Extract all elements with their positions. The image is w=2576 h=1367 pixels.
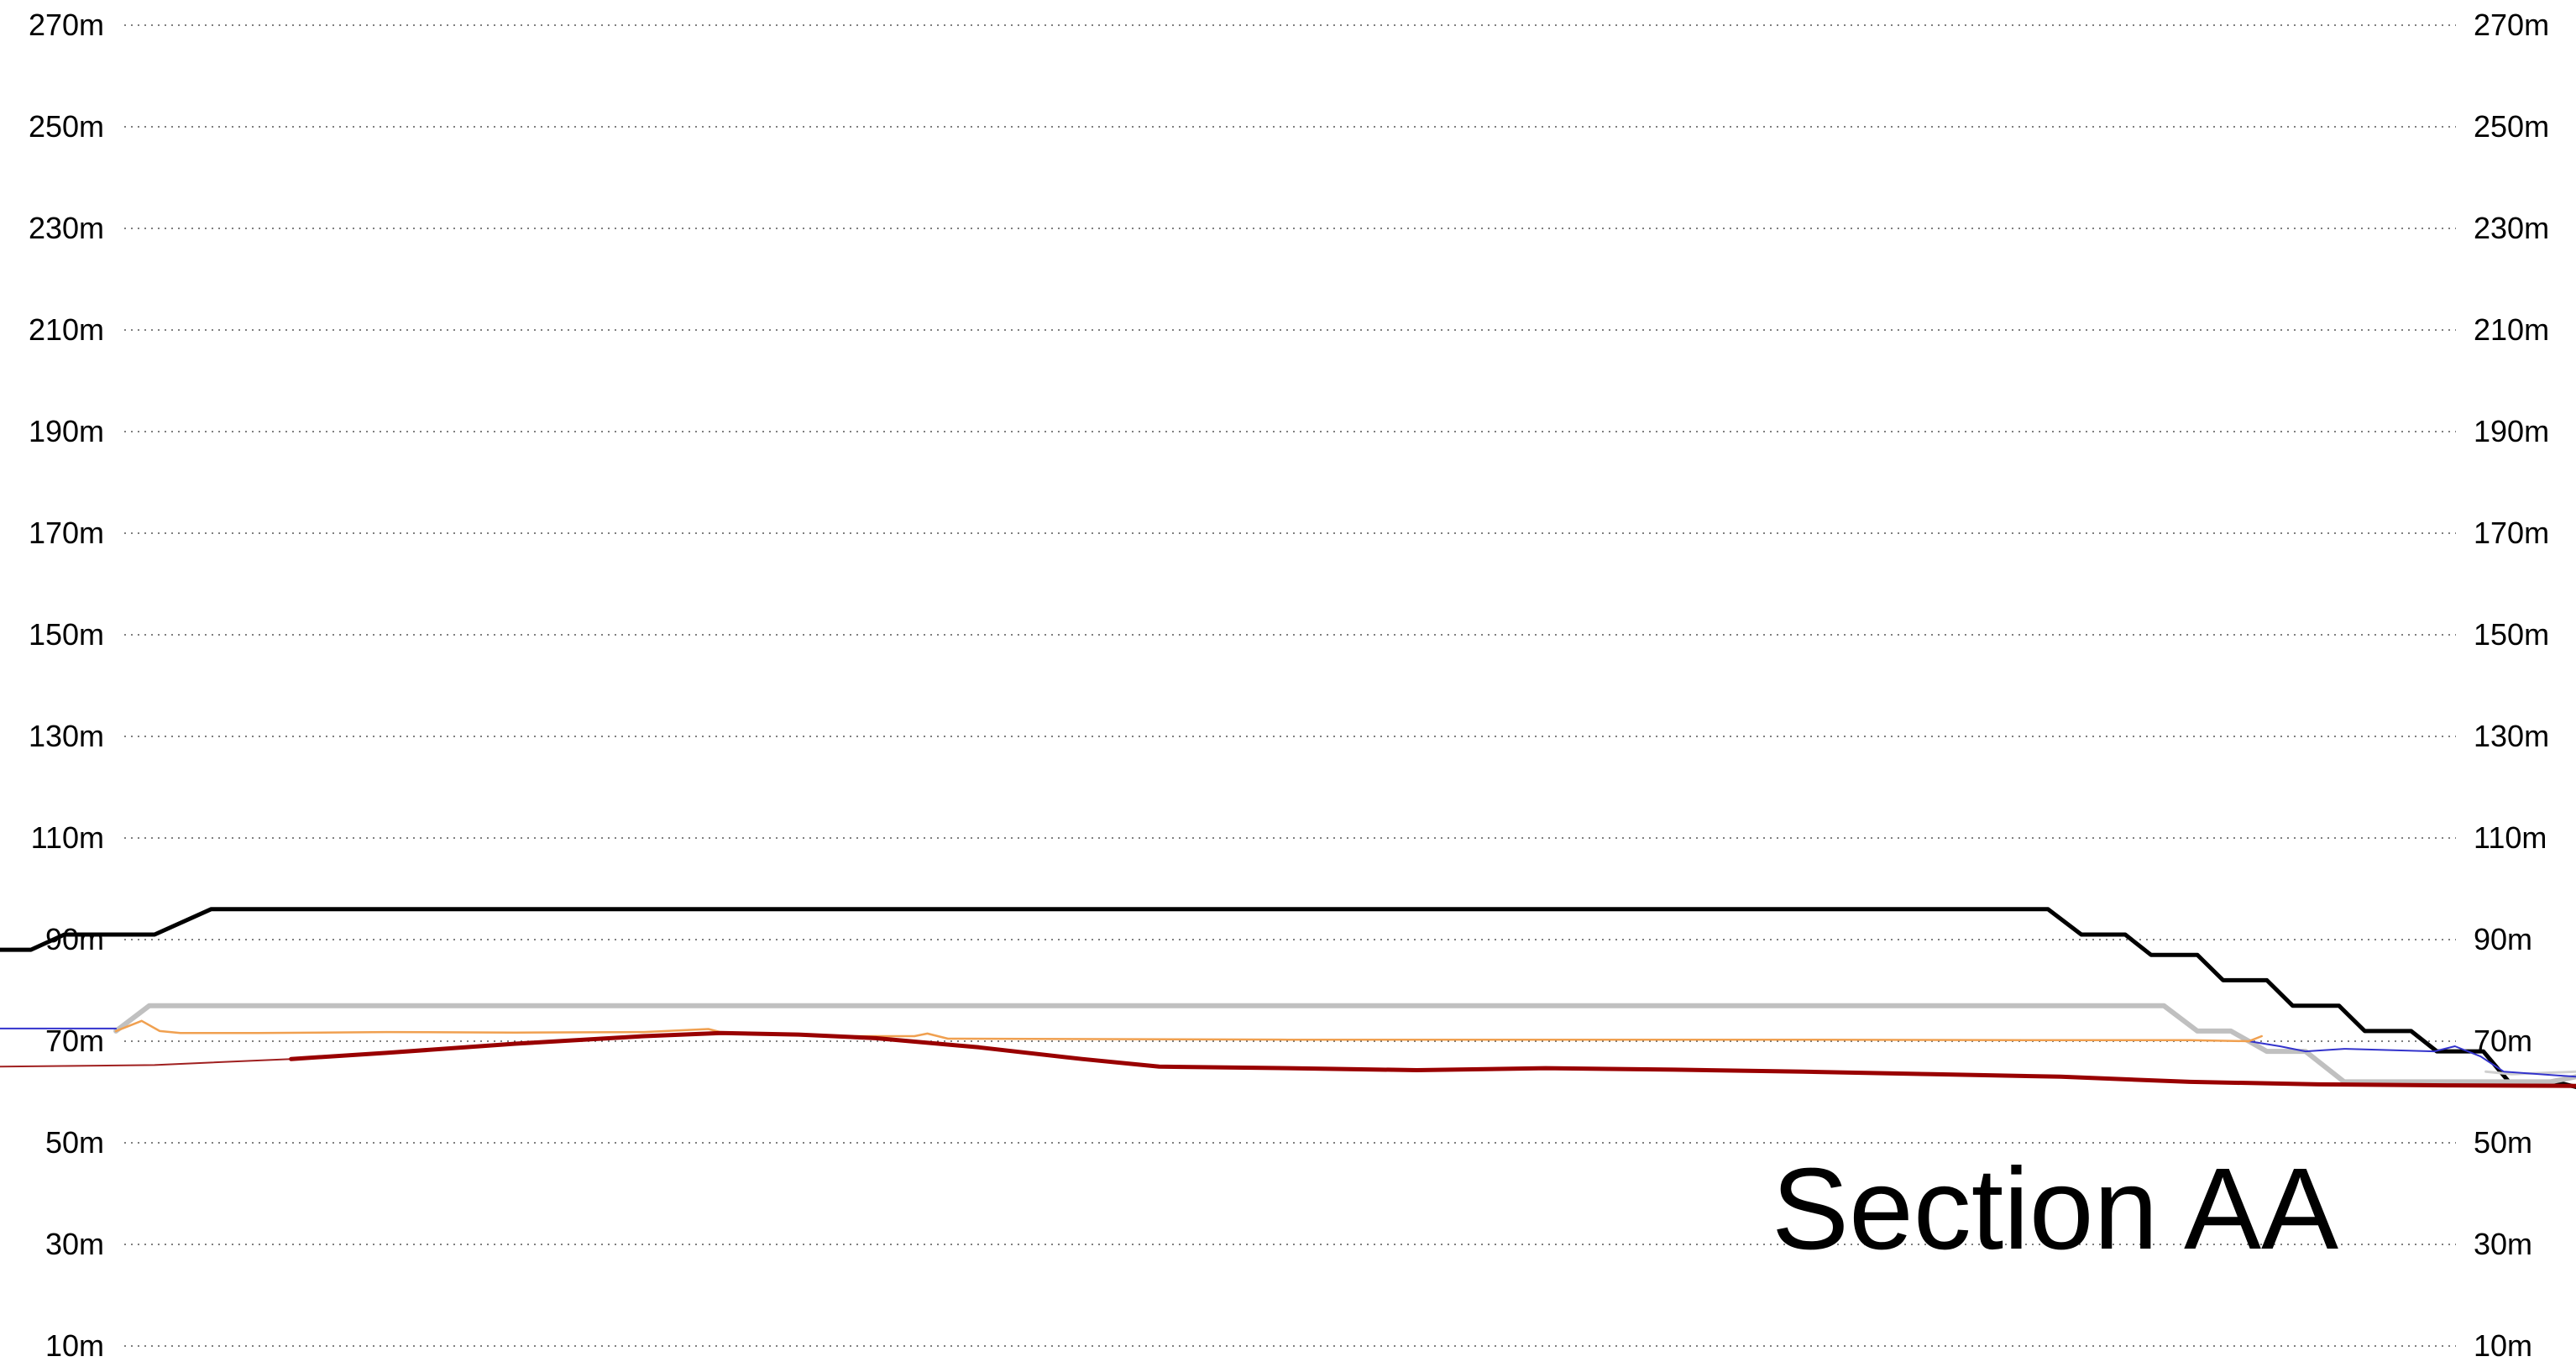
profile-line-8 bbox=[289, 1030, 2576, 1088]
section-title: Section AA bbox=[1772, 1144, 2338, 1274]
y-tick-label-right: 190m bbox=[2474, 414, 2549, 448]
y-tick-label-right: 90m bbox=[2474, 922, 2532, 956]
left-axis-labels: 270m250m230m210m190m170m150m130m110m90m7… bbox=[29, 8, 104, 1363]
y-tick-label-left: 250m bbox=[29, 109, 104, 144]
profile-line-1 bbox=[0, 907, 2576, 1089]
right-axis-labels: 270m250m230m210m190m170m150m130m110m90m7… bbox=[2474, 8, 2549, 1363]
y-tick-label-right: 270m bbox=[2474, 8, 2549, 42]
y-tick-label-left: 210m bbox=[29, 312, 104, 347]
y-tick-label-left: 270m bbox=[29, 8, 104, 42]
y-tick-label-right: 230m bbox=[2474, 211, 2549, 245]
y-tick-label-right: 30m bbox=[2474, 1227, 2532, 1261]
y-tick-label-left: 130m bbox=[29, 719, 104, 753]
profile-lines bbox=[0, 907, 2576, 1089]
y-tick-label-right: 10m bbox=[2474, 1328, 2532, 1363]
y-tick-label-right: 110m bbox=[2474, 820, 2547, 855]
y-tick-label-left: 50m bbox=[45, 1125, 104, 1160]
y-tick-label-right: 50m bbox=[2474, 1125, 2532, 1160]
y-tick-label-right: 130m bbox=[2474, 719, 2549, 753]
y-tick-label-left: 110m bbox=[31, 820, 104, 855]
y-tick-label-left: 190m bbox=[29, 414, 104, 448]
profile-line-3 bbox=[2484, 1070, 2576, 1076]
profile-line-7 bbox=[0, 1058, 292, 1068]
y-tick-label-left: 30m bbox=[45, 1227, 104, 1261]
profile-line-5 bbox=[2248, 1040, 2576, 1078]
y-tick-label-right: 170m bbox=[2474, 516, 2549, 550]
y-tick-label-right: 250m bbox=[2474, 109, 2549, 144]
y-tick-label-left: 10m bbox=[45, 1328, 104, 1363]
y-tick-label-right: 210m bbox=[2474, 312, 2549, 347]
y-tick-label-left: 230m bbox=[29, 211, 104, 245]
y-tick-label-right: 150m bbox=[2474, 617, 2549, 652]
profile-line-6 bbox=[114, 1019, 2263, 1043]
y-tick-label-left: 150m bbox=[29, 617, 104, 652]
y-tick-label-left: 170m bbox=[29, 516, 104, 550]
